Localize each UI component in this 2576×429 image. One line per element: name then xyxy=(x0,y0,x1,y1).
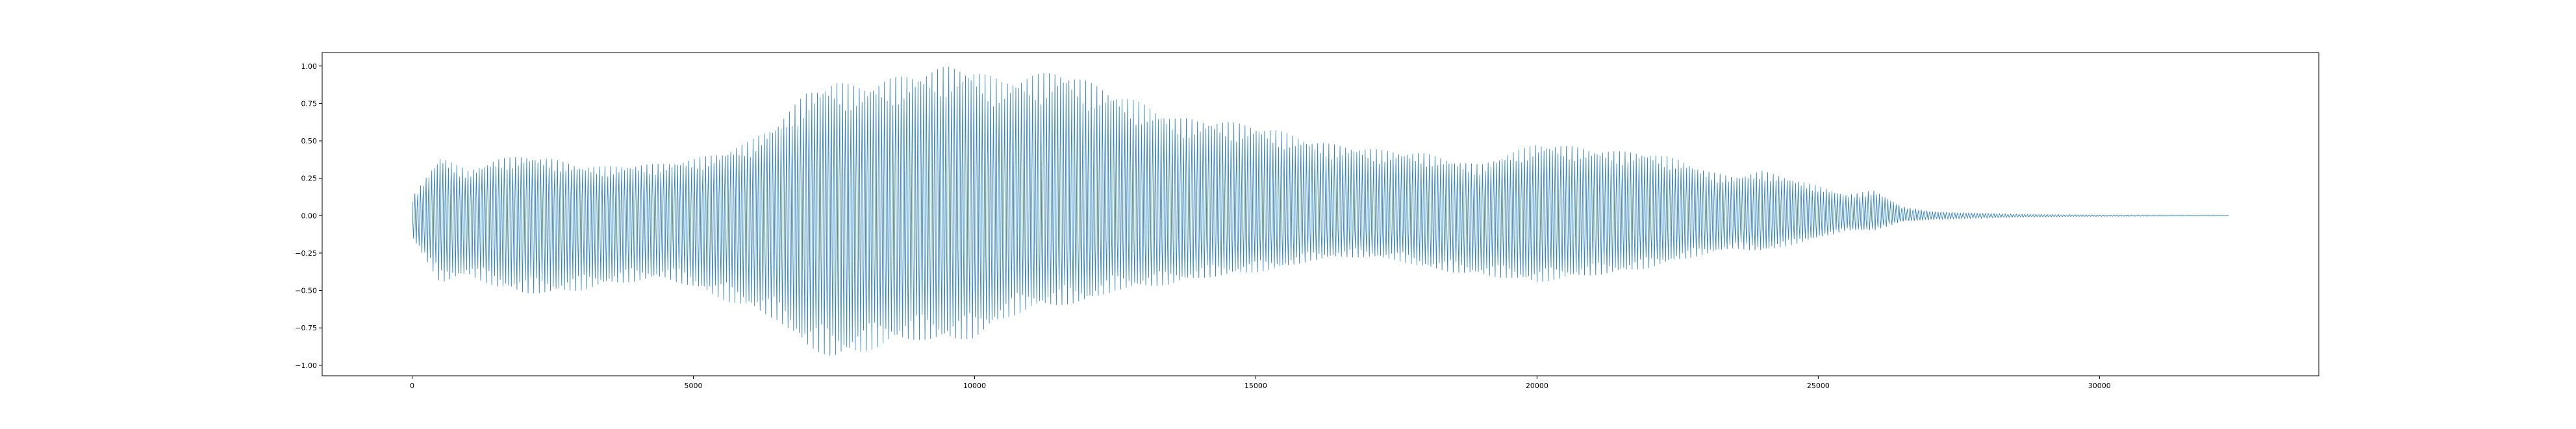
y-tick-label: 0.50 xyxy=(301,137,318,145)
y-tick-label: 0.75 xyxy=(301,99,318,108)
x-tick-label: 30000 xyxy=(2088,382,2111,390)
waveform-series-line xyxy=(412,66,2229,356)
y-tick-label: −0.25 xyxy=(295,249,317,258)
y-tick-label: −0.50 xyxy=(295,287,317,295)
x-tick-label: 25000 xyxy=(1807,382,1830,390)
y-tick-label: 0.25 xyxy=(301,175,318,183)
x-tick-label: 15000 xyxy=(1244,382,1267,390)
plot-area xyxy=(412,66,2229,356)
series-layer xyxy=(412,66,2229,356)
x-tick-label: 10000 xyxy=(963,382,986,390)
y-tick-label: −1.00 xyxy=(295,362,317,370)
x-tick-label: 20000 xyxy=(1526,382,1548,390)
y-tick-label: 1.00 xyxy=(301,62,318,71)
y-axis: −1.00 −0.75 −0.50 −0.25 0.00 0.25 0.50 0.75 1.00 xyxy=(295,62,322,370)
x-tick-label: 5000 xyxy=(685,382,703,390)
y-tick-label: 0.00 xyxy=(301,212,318,220)
x-axis: 0 5000 10000 15000 20000 25000 30000 xyxy=(410,376,2111,390)
y-tick-label: −0.75 xyxy=(295,324,317,332)
x-tick-label: 0 xyxy=(410,382,414,390)
axes-frame xyxy=(322,52,2319,376)
